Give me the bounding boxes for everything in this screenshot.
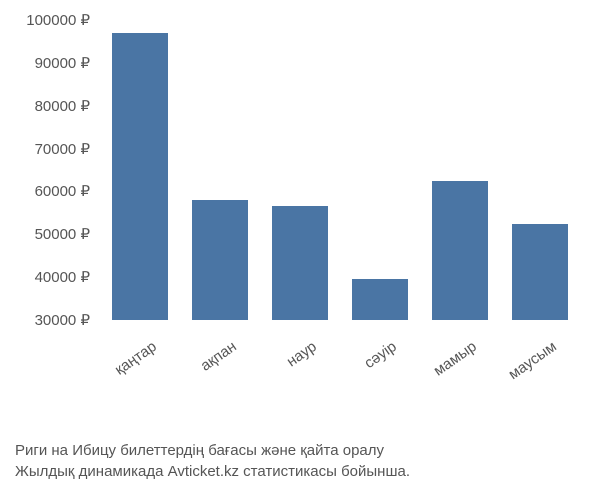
x-tick-label: мамыр	[431, 338, 480, 380]
bar	[272, 206, 328, 320]
bar	[432, 181, 488, 320]
y-tick-label: 100000 ₽	[0, 11, 90, 29]
caption-line-1: Риги на Ибицу билеттердің бағасы және қа…	[15, 442, 384, 459]
y-tick-label: 60000 ₽	[0, 182, 90, 200]
bar	[512, 224, 568, 320]
y-tick-label: 90000 ₽	[0, 54, 90, 72]
x-tick-label: ақпан	[198, 338, 240, 375]
y-tick-label: 40000 ₽	[0, 268, 90, 286]
x-tick-label: наур	[284, 338, 320, 370]
y-tick-label: 30000 ₽	[0, 311, 90, 329]
bar	[352, 279, 408, 320]
y-tick-label: 70000 ₽	[0, 140, 90, 158]
bar	[192, 200, 248, 320]
caption-line-2: Жылдық динамикада Avticket.kz статистика…	[15, 463, 410, 480]
y-tick-label: 50000 ₽	[0, 225, 90, 243]
plot-area	[100, 20, 580, 320]
chart-caption: Риги на Ибицу билеттердің бағасы және қа…	[15, 440, 410, 482]
x-tick-label: сәуір	[361, 338, 399, 372]
y-tick-label: 80000 ₽	[0, 97, 90, 115]
x-tick-label: қаңтар	[112, 338, 160, 379]
ticket-price-chart: 30000 ₽ 40000 ₽ 50000 ₽ 60000 ₽ 70000 ₽ 80000…	[0, 0, 600, 500]
x-tick-label: маусым	[505, 338, 559, 383]
bar	[112, 33, 168, 320]
